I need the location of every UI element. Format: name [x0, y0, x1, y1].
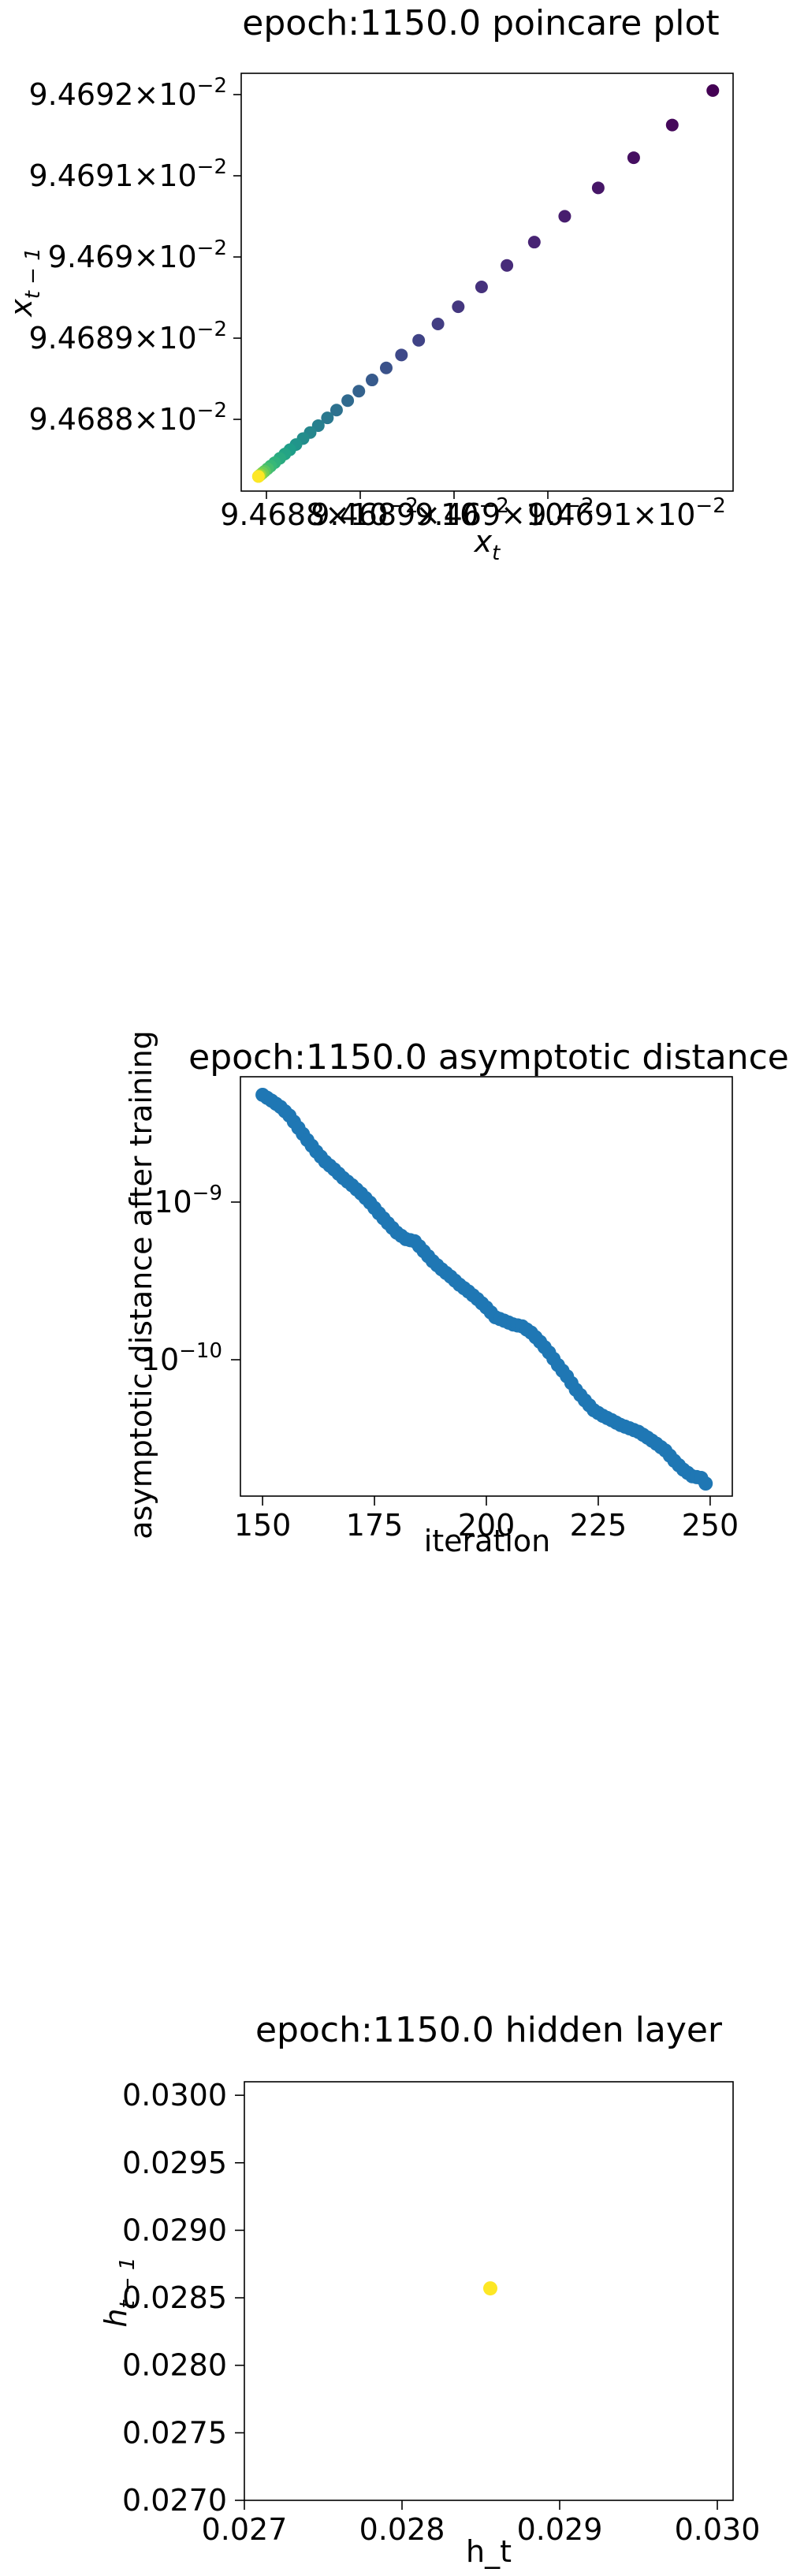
- hidden-layer-x-tick-label: 0.027: [202, 2512, 288, 2547]
- poincare-plot: epoch:1150.0 poincare plot 9.4692×10−2 9…: [4, 3, 734, 565]
- hidden-layer-y-tick-label: 0.0295: [122, 2146, 227, 2180]
- hidden-layer-plot-frame: [244, 2081, 734, 2501]
- poincare-point: [558, 210, 571, 223]
- asymptotic-plot-x-ticks: 150 175 200 225 250: [234, 1496, 739, 1543]
- poincare-point: [627, 151, 640, 165]
- asymptotic-x-tick-label: 150: [234, 1508, 292, 1543]
- hidden-layer-x-tick-label: 0.029: [517, 2512, 603, 2547]
- hidden-layer-y-tick-label: 0.0300: [122, 2078, 227, 2113]
- asymptotic-x-tick-label: 200: [458, 1508, 516, 1543]
- poincare-point: [591, 181, 605, 195]
- hidden-layer-y-tick-label: 0.0280: [122, 2348, 227, 2383]
- poincare-point: [329, 404, 343, 417]
- poincare-plot-title: epoch:1150.0 poincare plot: [242, 3, 719, 43]
- poincare-point: [431, 318, 445, 330]
- asymptotic-plot-title: epoch:1150.0 asymptotic distance: [188, 1037, 789, 1078]
- poincare-y-tick-label: 9.469×10−2: [48, 236, 227, 274]
- hidden-layer-plot-title: epoch:1150.0 hidden layer: [255, 2010, 723, 2050]
- poincare-y-axis-label: xt − 1: [4, 248, 45, 318]
- poincare-point: [395, 348, 408, 362]
- poincare-plot-y-ticks: 9.4692×10−2 9.4691×10−2 9.469×10−2 9.468…: [29, 74, 241, 437]
- hidden-layer-plot: epoch:1150.0 hidden layer 0.02700.02750.…: [99, 2010, 760, 2569]
- poincare-point: [706, 84, 720, 97]
- poincare-y-tick-label: 9.4689×10−2: [29, 318, 228, 356]
- poincare-point: [501, 259, 514, 272]
- hidden-layer-x-tick-label: 0.030: [675, 2512, 761, 2547]
- asymptotic-y-tick-label: 10−9: [154, 1182, 222, 1219]
- poincare-x-tick-label: 9.4691×10−2: [527, 494, 726, 532]
- hidden-layer-y-tick-label: 0.0290: [122, 2213, 227, 2247]
- poincare-y-tick-label: 9.4692×10−2: [29, 74, 228, 112]
- poincare-point: [251, 470, 265, 483]
- asymptotic-plot-points: [255, 1087, 713, 1491]
- hidden-layer-plot-points: [483, 2281, 497, 2296]
- poincare-point: [665, 118, 679, 132]
- poincare-point: [321, 411, 334, 425]
- hidden-layer-point: [483, 2281, 497, 2296]
- poincare-point: [352, 385, 366, 398]
- hidden-layer-x-tick-label: 0.028: [359, 2512, 445, 2547]
- poincare-point: [379, 361, 393, 374]
- asymptotic-x-axis-label: iteration: [424, 1524, 551, 1558]
- poincare-point: [412, 333, 426, 347]
- asymptotic-x-tick-label: 175: [346, 1508, 404, 1543]
- poincare-plot-frame: [240, 73, 734, 492]
- poincare-point: [365, 374, 378, 387]
- poincare-plot-points: [251, 84, 720, 483]
- hidden-layer-y-tick-label: 0.0270: [122, 2483, 227, 2518]
- poincare-plot-x-ticks: 9.4688×10−2 9.4689×10−2 9.469×10−2 9.469…: [220, 491, 726, 532]
- asymptotic-distance-plot: epoch:1150.0 asymptotic distance 10−9 10…: [124, 1030, 789, 1558]
- hidden-layer-plot-x-ticks: 0.027 0.028 0.029 0.030: [202, 2500, 761, 2547]
- hidden-layer-y-axis-label: ht − 1: [99, 2257, 140, 2327]
- asymptotic-x-tick-label: 225: [570, 1508, 627, 1543]
- hidden-layer-plot-y-ticks: 0.0270 0.0275 0.0280 0.0285 0.0290 0.0295 0.03…: [122, 2078, 244, 2518]
- hidden-layer-y-tick-label: 0.0275: [122, 2415, 227, 2450]
- hidden-layer-y-tick-label: 0.0285: [122, 2280, 227, 2315]
- poincare-point: [527, 236, 541, 249]
- poincare-y-tick-label: 9.4691×10−2: [29, 155, 228, 193]
- poincare-y-tick-label: 9.4688×10−2: [29, 399, 228, 437]
- poincare-point: [341, 394, 355, 408]
- asymptotic-x-tick-label: 250: [682, 1508, 739, 1543]
- asymptotic-point: [698, 1476, 713, 1491]
- poincare-x-tick-label: 9.4688×10−2: [220, 494, 419, 532]
- poincare-point: [475, 281, 488, 294]
- asymptotic-y-axis-label: asymptotic distance after training: [124, 1030, 158, 1539]
- poincare-point: [452, 300, 465, 314]
- hidden-layer-x-axis-label: h_t: [466, 2534, 512, 2569]
- poincare-x-tick-label: 9.4689×10−2: [311, 494, 509, 532]
